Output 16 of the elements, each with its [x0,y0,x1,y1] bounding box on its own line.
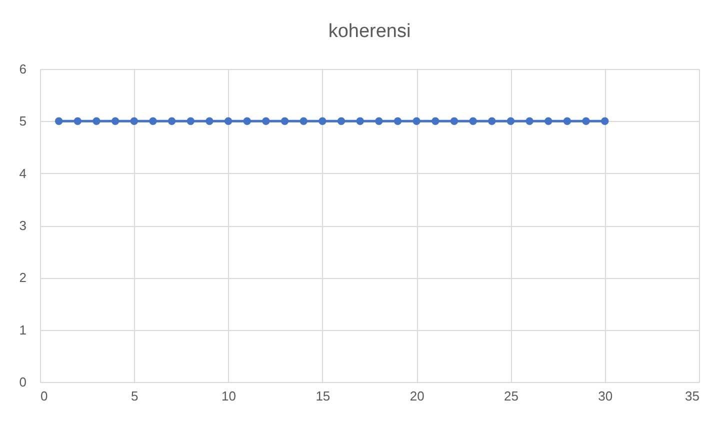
y-tick-label: 3 [19,218,26,233]
x-tick-label: 15 [316,388,330,404]
y-tick-label: 4 [19,166,26,181]
chart-title: koherensi [328,21,411,42]
y-tick-label: 0 [19,374,26,390]
x-tick-label: 30 [598,388,613,404]
y-tick-label: 1 [19,322,26,338]
y-tick-label: 2 [19,270,26,286]
y-tick-label: 5 [19,114,26,129]
x-tick-label: 0 [40,388,48,404]
x-tick-label: 20 [410,388,424,404]
x-tick-label: 10 [222,388,236,404]
x-tick-label: 5 [131,388,138,404]
x-tick-label: 35 [685,388,700,404]
x-tick-label: 25 [504,388,518,404]
y-tick-label: 6 [19,62,26,76]
